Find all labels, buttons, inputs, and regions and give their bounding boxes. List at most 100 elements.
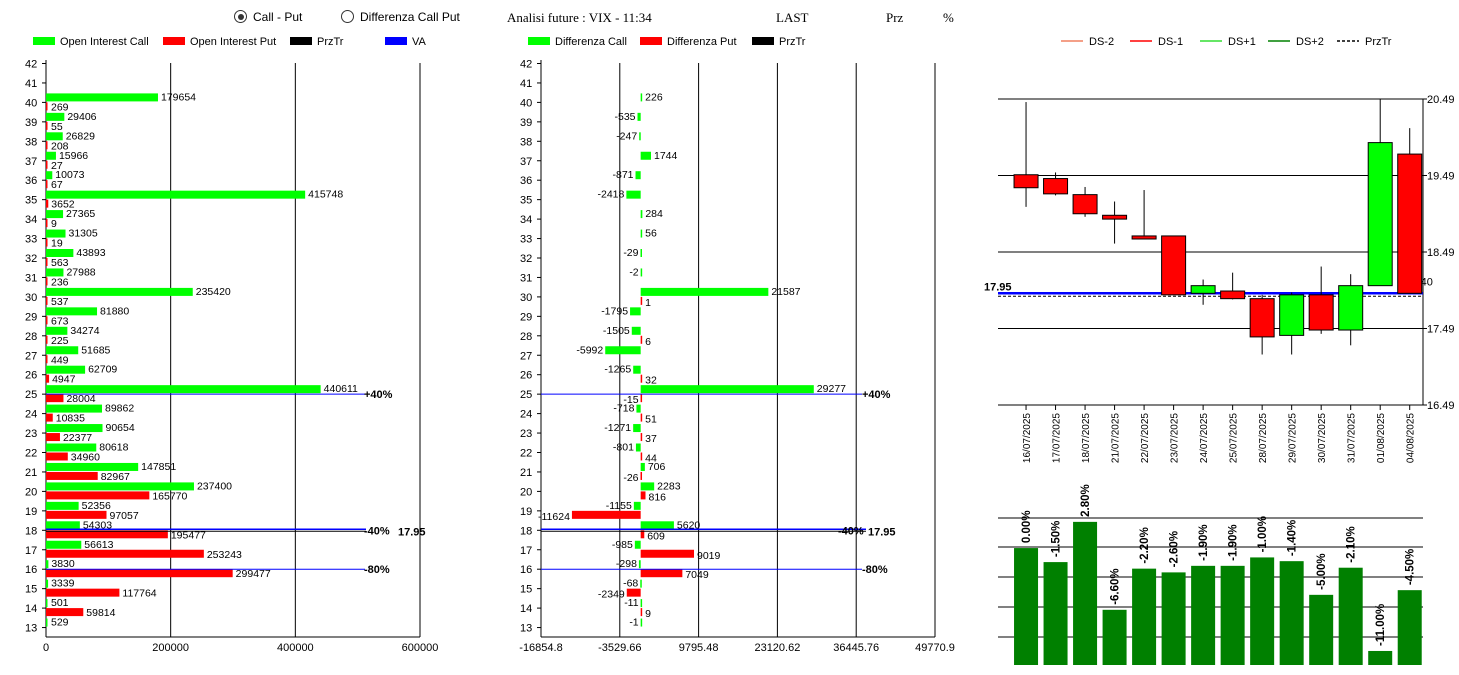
diff-put-label: -15 — [623, 394, 638, 406]
call-bar — [46, 540, 82, 549]
candle-body — [1102, 214, 1128, 220]
y-tick-label: 39 — [25, 117, 37, 129]
y-tick-label: 38 — [25, 136, 37, 148]
call-bar-label: 89862 — [105, 403, 134, 415]
radio-call-put[interactable]: Call - Put — [234, 10, 302, 28]
diff-put-bar — [640, 491, 646, 500]
prztr-label: 17.95 — [984, 281, 1012, 293]
diff-put-label: -11624 — [538, 511, 570, 523]
legend-label: Open Interest Call — [60, 36, 149, 48]
call-bar-label: 56613 — [84, 539, 113, 551]
page-title: Analisi future : VIX - 11:34 — [507, 10, 652, 25]
diff-call-bar — [640, 599, 643, 608]
legend-label: PrzTr — [1365, 36, 1392, 48]
y-tick-label: 27 — [25, 350, 37, 362]
call-bar — [46, 501, 79, 510]
diff-call-label: -2 — [629, 266, 638, 278]
call-bar — [46, 404, 103, 413]
put-bar-label: 10835 — [56, 413, 85, 425]
put-bar — [46, 296, 48, 305]
diff-call-label: -68 — [623, 578, 638, 590]
pct-bar-label: -1.00% — [1257, 516, 1269, 552]
pct-bar — [1368, 650, 1393, 665]
call-bar-label: 62709 — [88, 364, 117, 376]
legend-swatch — [640, 37, 662, 45]
pct-bar-label: -11.00% — [1375, 604, 1387, 646]
put-bar — [46, 549, 204, 558]
legend-swatch — [163, 37, 185, 45]
put-bar-label: 27 — [51, 160, 63, 172]
y-tick-label: 20.49 — [1427, 94, 1455, 106]
call-bar — [46, 424, 103, 433]
legend-swatch — [528, 37, 550, 45]
diff-call-label: -1 — [629, 617, 638, 629]
y-tick-label: 41 — [520, 78, 532, 90]
diff-call-label: -1271 — [604, 422, 631, 434]
diff-call-label: -1155 — [606, 500, 632, 512]
radio-differenza[interactable]: Differenza Call Put — [341, 10, 460, 28]
radio-unselected-icon[interactable] — [341, 10, 354, 23]
call-bar — [46, 210, 64, 219]
put-bar-label: 3652 — [51, 199, 75, 211]
put-bar — [46, 510, 107, 519]
annotation-plus40: +40% — [364, 389, 393, 401]
legend-swatch — [290, 37, 312, 45]
radio-call-put-label: Call - Put — [253, 10, 303, 24]
diff-call-label: -247 — [616, 130, 637, 142]
annotation-minus80: -80% — [862, 564, 888, 576]
last-label: LAST — [776, 10, 809, 25]
y-tick-label: 19.49 — [1427, 171, 1455, 183]
y-tick-label: 24 — [25, 409, 37, 421]
diff-call-bar — [640, 579, 642, 588]
diff-call-bar — [640, 93, 643, 102]
call-bar — [46, 307, 98, 316]
call-bar-label: 31305 — [69, 228, 98, 240]
diff-put-label: 44 — [645, 453, 657, 465]
diff-put-bar — [640, 471, 643, 480]
put-bar-label: 673 — [51, 315, 69, 327]
x-tick-label: 600000 — [402, 642, 439, 654]
candle-body — [1338, 285, 1364, 331]
call-bar — [46, 268, 64, 277]
legend-swatch — [33, 37, 55, 45]
put-bar-label: 9 — [51, 218, 57, 230]
put-bar — [46, 608, 84, 617]
diff-put-bar — [640, 394, 643, 403]
put-bar — [46, 433, 60, 442]
legend-label: VA — [412, 36, 427, 48]
y-tick-label: 34 — [520, 214, 532, 226]
call-bar — [46, 482, 194, 491]
legend-label: DS+1 — [1228, 36, 1256, 48]
pct-bar-label: -6.60% — [1110, 568, 1122, 604]
x-tick-label: 25/07/2025 — [1229, 413, 1240, 463]
candle-body — [1249, 298, 1275, 338]
diff-call-bar — [626, 190, 641, 199]
pct-bar — [1132, 568, 1157, 665]
diff-put-label: 37 — [645, 433, 657, 445]
y-tick-label: 18 — [520, 525, 532, 537]
diff-call-bar — [638, 560, 641, 569]
pct-bar — [1250, 557, 1275, 665]
call-bar-label: 235420 — [196, 286, 231, 298]
x-tick-label: 49770.9 — [915, 642, 955, 654]
y-tick-label: 17 — [520, 545, 532, 557]
pct-bar-label: -1.90% — [1228, 524, 1240, 560]
y-tick-label: 37 — [25, 156, 37, 168]
put-bar — [46, 491, 150, 500]
call-bar — [46, 462, 139, 471]
x-tick-label: 24/07/2025 — [1199, 413, 1210, 463]
annotation-plus40: +40% — [862, 389, 891, 401]
annotation-minus40: -40% — [364, 525, 390, 537]
diff-call-label: -801 — [613, 442, 634, 454]
diff-call-bar — [635, 171, 641, 180]
call-bar-label: 10073 — [55, 169, 84, 181]
radio-differenza-label: Differenza Call Put — [360, 10, 460, 24]
y-tick-label: 40 — [25, 97, 37, 109]
legend-label: PrzTr — [317, 36, 344, 48]
call-bar-label: 237400 — [197, 480, 232, 492]
y-tick-label: 28 — [25, 331, 37, 343]
call-bar-label: 415748 — [308, 189, 343, 201]
put-bar-label: 67 — [51, 179, 63, 191]
legend-label: Open Interest Put — [190, 36, 276, 48]
radio-selected-icon[interactable] — [234, 10, 247, 23]
